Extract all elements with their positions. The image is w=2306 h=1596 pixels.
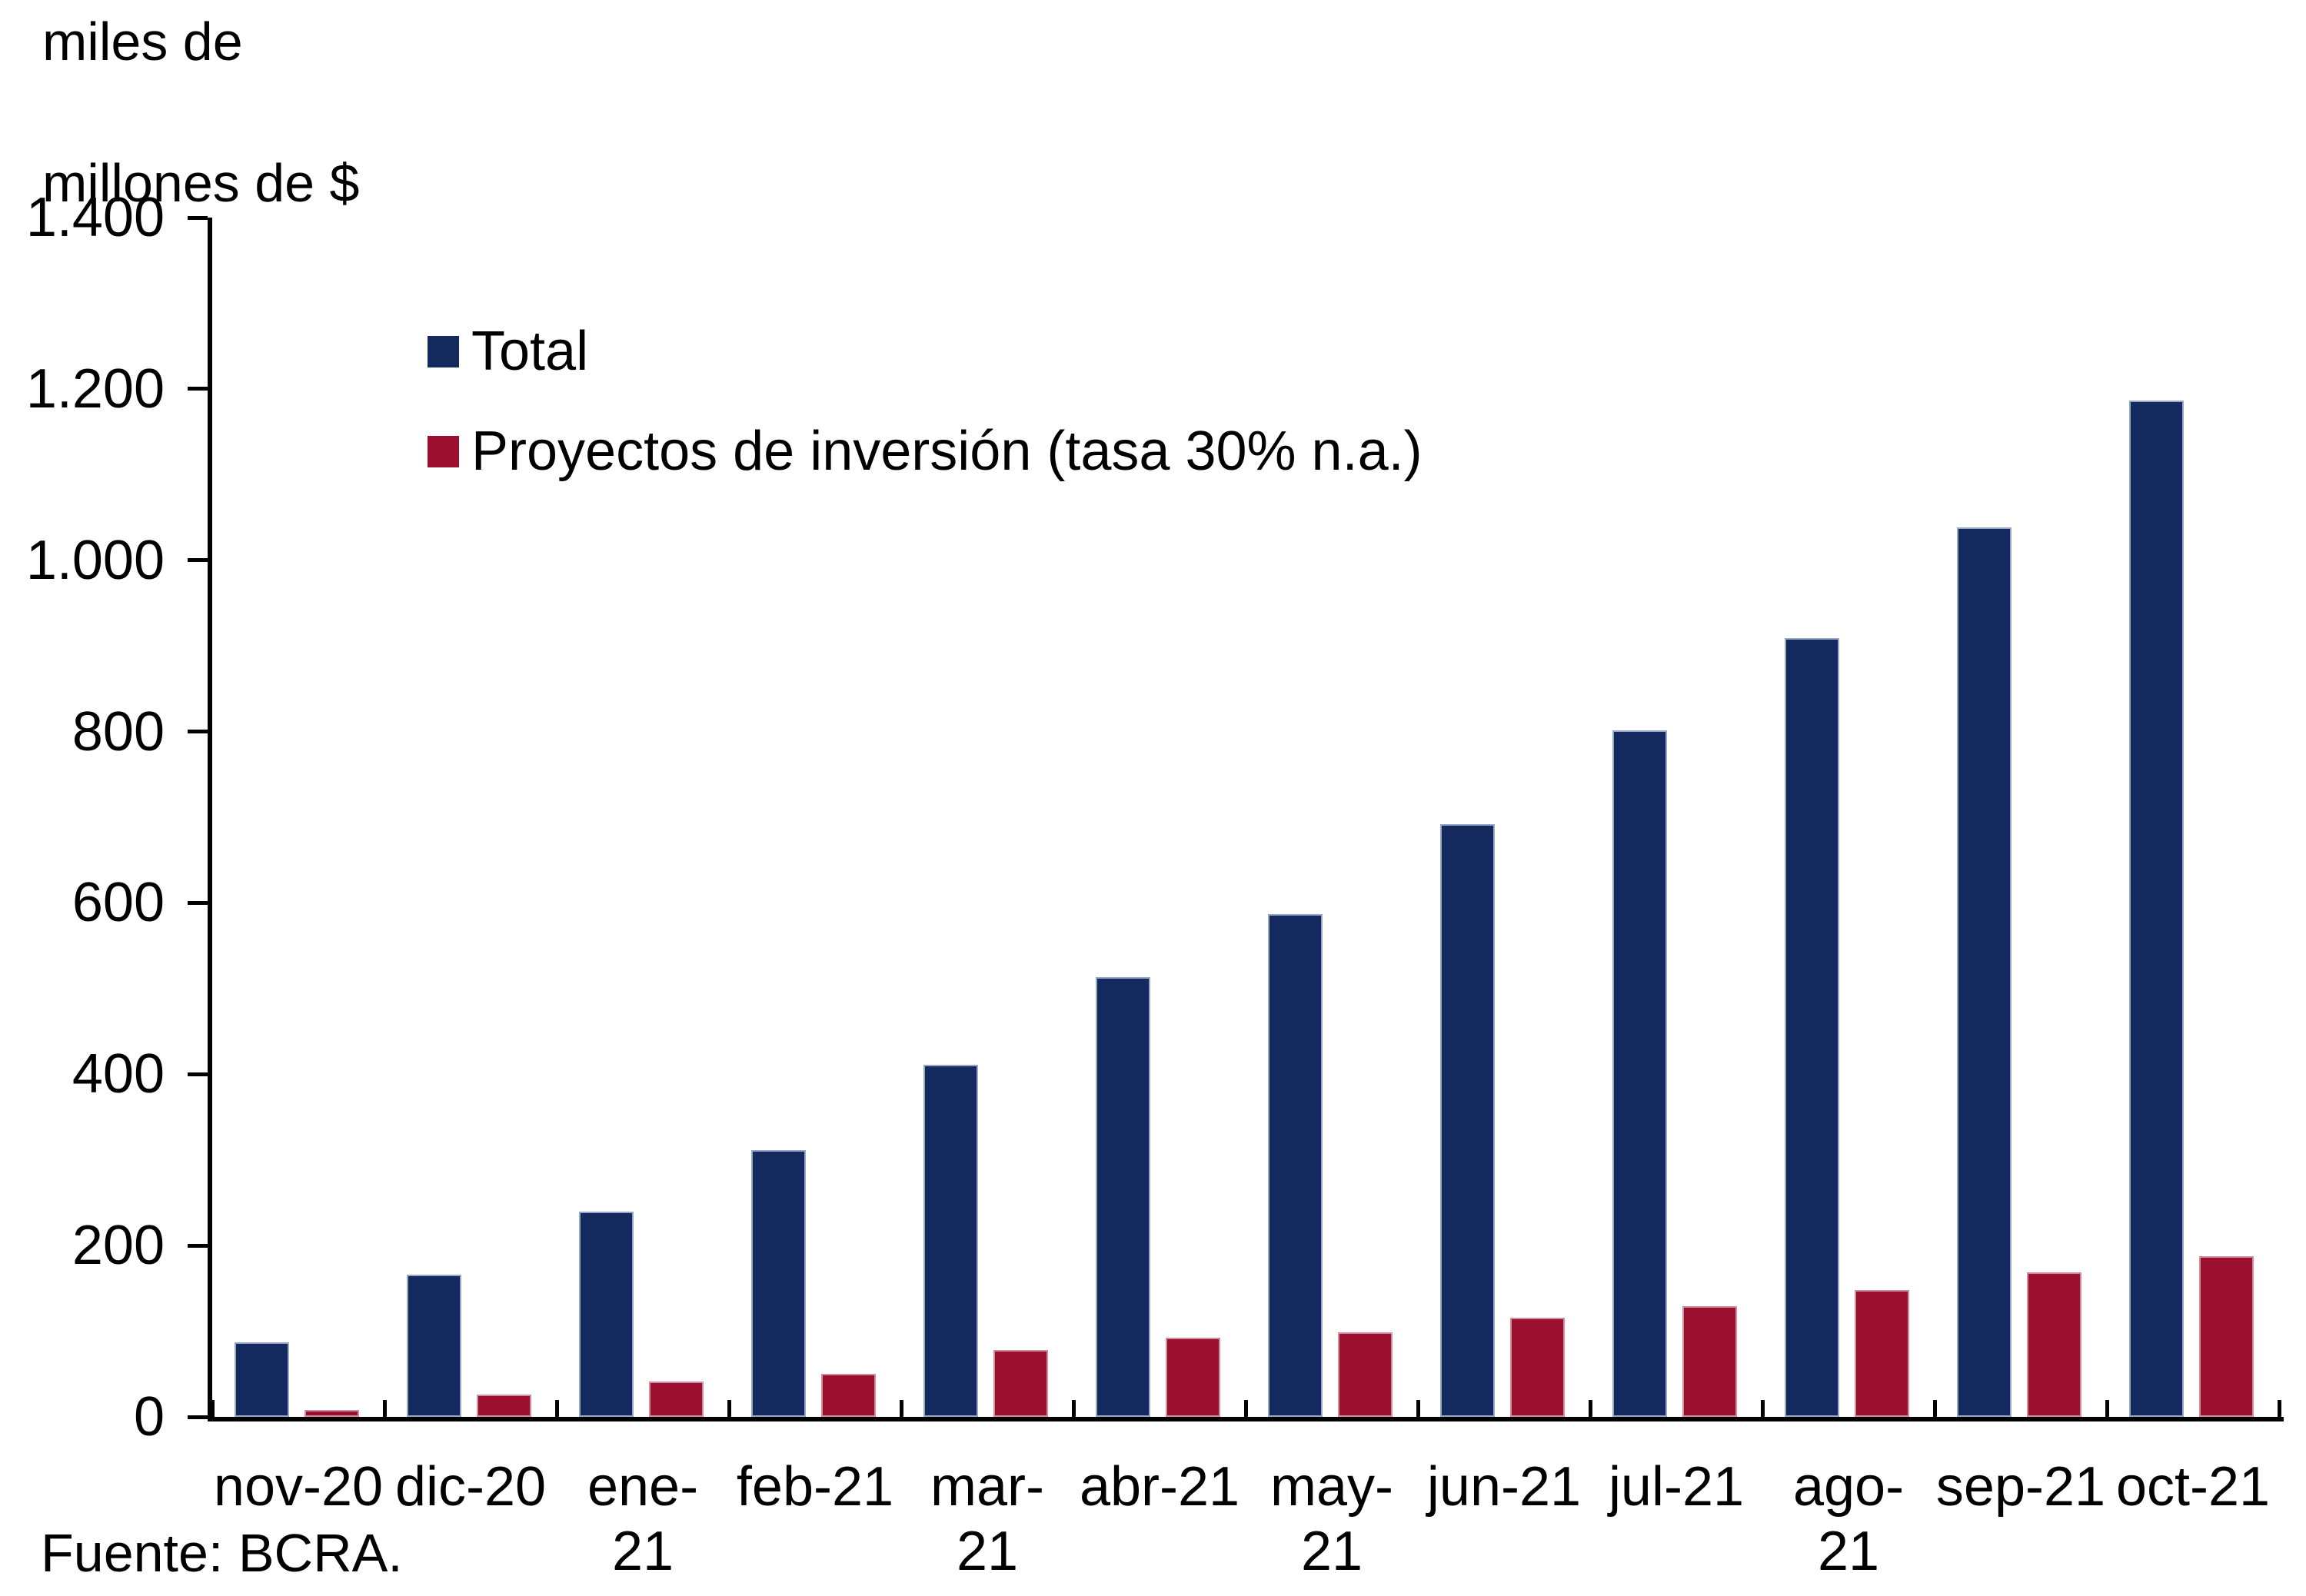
- bar-total-sep-21: [1957, 527, 2012, 1417]
- bar-total-oct-21: [2129, 401, 2184, 1417]
- y-axis-tick: [188, 1243, 208, 1248]
- bar-total-jun-21: [1440, 823, 1495, 1417]
- x-axis-label-nov-20: nov-20: [213, 1456, 384, 1518]
- y-axis-tick-label: 600: [72, 872, 165, 934]
- y-axis-tick: [188, 558, 208, 563]
- x-axis-label-jul-21: jul-21: [1608, 1456, 1745, 1518]
- source-note: Fuente: BCRA.: [41, 1523, 403, 1583]
- y-axis-tick: [188, 387, 208, 391]
- x-axis-tick: [1243, 1400, 1248, 1417]
- bar-total-feb-21: [751, 1150, 806, 1417]
- bar-proyectos-nov-20: [304, 1410, 359, 1417]
- x-axis-tick: [382, 1400, 387, 1417]
- bar-total-nov-20: [235, 1342, 289, 1417]
- bar-proyectos-feb-21: [821, 1374, 876, 1417]
- bar-total-abr-21: [1096, 977, 1150, 1417]
- x-axis-label-feb-21: feb-21: [736, 1456, 894, 1518]
- legend-swatch-total: [428, 336, 459, 367]
- bar-proyectos-sep-21: [2027, 1272, 2081, 1417]
- x-axis-tick: [1760, 1400, 1765, 1417]
- y-axis-tick: [188, 1415, 208, 1419]
- bar-proyectos-mar-21: [993, 1350, 1048, 1417]
- x-axis-tick: [1588, 1400, 1592, 1417]
- y-axis-title: miles de millones de $: [42, 6, 359, 218]
- x-axis-label-mar-21: mar-21: [930, 1456, 1044, 1582]
- legend-swatch-proyectos: [428, 436, 459, 467]
- y-axis-tick: [188, 900, 208, 905]
- x-axis-label-sep-21: sep-21: [1935, 1456, 2106, 1518]
- y-axis-title-line1: miles de: [42, 12, 243, 71]
- bar-total-may-21: [1268, 913, 1323, 1417]
- x-axis-tick: [2277, 1400, 2281, 1417]
- y-axis-tick-label: 1.000: [25, 529, 165, 591]
- y-axis-tick: [188, 730, 208, 734]
- bar-proyectos-ene-21: [649, 1382, 704, 1417]
- y-axis-tick-label: 200: [72, 1215, 165, 1277]
- bar-total-jul-21: [1612, 730, 1667, 1417]
- y-axis-tick: [188, 215, 208, 220]
- x-axis-tick: [899, 1400, 903, 1417]
- bar-proyectos-oct-21: [2199, 1255, 2254, 1417]
- y-axis-tick-label: 800: [72, 700, 165, 763]
- y-axis-tick-label: 1.200: [25, 357, 165, 420]
- bar-proyectos-ago-21: [1855, 1290, 1909, 1417]
- x-axis-tick: [1071, 1400, 1076, 1417]
- x-axis-label-may-21: may-21: [1270, 1456, 1393, 1582]
- bar-total-dic-20: [407, 1275, 461, 1417]
- y-axis-tick-label: 1.400: [25, 187, 165, 248]
- bar-proyectos-jul-21: [1682, 1306, 1737, 1417]
- x-axis-tick: [2105, 1400, 2109, 1417]
- x-axis-label-ago-21: ago-21: [1792, 1456, 1905, 1582]
- bar-proyectos-jun-21: [1510, 1317, 1565, 1417]
- x-axis-tick: [1932, 1400, 1937, 1417]
- y-axis-title-line2: millones de $: [42, 153, 360, 213]
- x-axis-label-jun-21: jun-21: [1426, 1456, 1582, 1518]
- x-axis-label-abr-21: abr-21: [1079, 1456, 1240, 1518]
- x-axis-tick: [1416, 1400, 1420, 1417]
- bar-total-mar-21: [923, 1065, 978, 1417]
- bar-proyectos-dic-20: [477, 1395, 531, 1417]
- x-axis-tick: [727, 1400, 731, 1417]
- bar-proyectos-may-21: [1338, 1332, 1393, 1417]
- bar-proyectos-abr-21: [1166, 1338, 1220, 1417]
- x-axis-tick: [554, 1400, 559, 1417]
- legend-label-total: Total: [471, 321, 589, 382]
- plot-area: [208, 218, 2284, 1421]
- bar-total-ene-21: [579, 1211, 634, 1417]
- y-axis-tick: [188, 1072, 208, 1076]
- bar-total-ago-21: [1785, 638, 1839, 1417]
- x-axis-label-dic-20: dic-20: [394, 1456, 547, 1518]
- legend-label-proyectos: Proyectos de inversión (tasa 30% n.a.): [471, 421, 1423, 482]
- y-axis-tick-label: 0: [133, 1386, 165, 1448]
- y-axis-tick-label: 400: [72, 1043, 165, 1106]
- x-axis-label-oct-21: oct-21: [2115, 1456, 2271, 1518]
- x-axis-tick: [210, 1400, 215, 1417]
- x-axis-label-ene-21: ene-21: [587, 1456, 699, 1582]
